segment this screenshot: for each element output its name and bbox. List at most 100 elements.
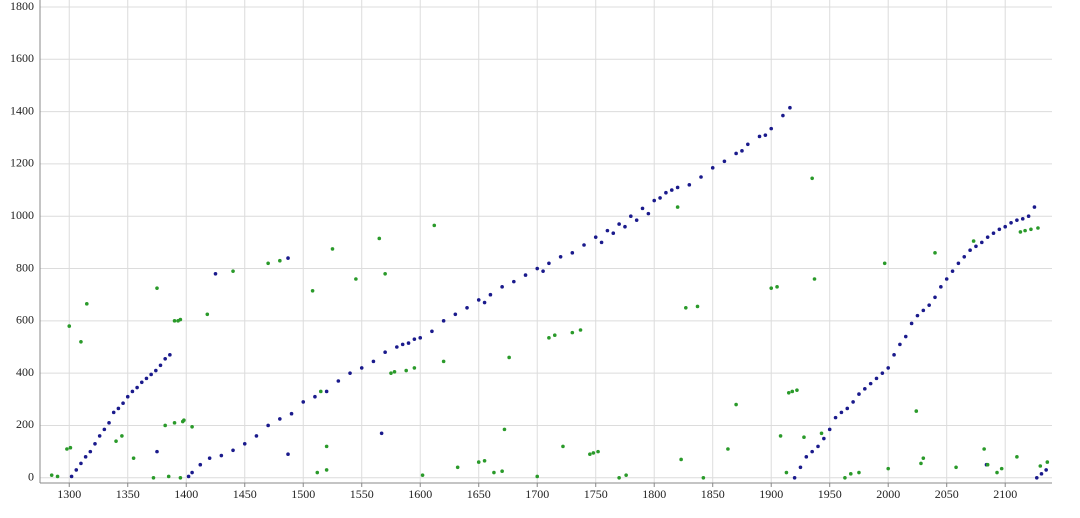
point bbox=[617, 475, 621, 480]
point bbox=[734, 151, 738, 156]
point bbox=[383, 350, 387, 355]
point bbox=[599, 240, 604, 245]
point bbox=[1039, 472, 1044, 476]
point bbox=[83, 455, 88, 459]
x-tick-label: 1950 bbox=[818, 487, 842, 501]
point bbox=[163, 356, 167, 361]
y-tick-label: 0 bbox=[28, 470, 34, 484]
x-tick-label: 2000 bbox=[876, 487, 900, 501]
point bbox=[68, 445, 73, 450]
point bbox=[116, 406, 121, 411]
point bbox=[535, 266, 540, 271]
point bbox=[919, 461, 923, 466]
x-tick-label: 1450 bbox=[233, 487, 257, 501]
point bbox=[950, 269, 955, 273]
point bbox=[710, 166, 715, 170]
point bbox=[379, 431, 384, 436]
point bbox=[430, 329, 434, 334]
point bbox=[213, 271, 218, 276]
point bbox=[231, 269, 235, 273]
point bbox=[962, 254, 967, 259]
x-tick-label: 1350 bbox=[116, 487, 140, 501]
point bbox=[114, 439, 118, 443]
point bbox=[219, 453, 224, 458]
point bbox=[634, 218, 639, 222]
point bbox=[684, 305, 688, 310]
point bbox=[266, 423, 270, 428]
point bbox=[354, 277, 358, 281]
point bbox=[812, 277, 817, 281]
point bbox=[65, 447, 69, 451]
point bbox=[769, 286, 774, 290]
point bbox=[646, 211, 651, 216]
point bbox=[944, 277, 949, 281]
point bbox=[857, 392, 861, 396]
point bbox=[278, 258, 282, 263]
point bbox=[168, 353, 172, 357]
point bbox=[324, 468, 329, 472]
point bbox=[781, 113, 785, 118]
point bbox=[570, 330, 575, 335]
point bbox=[455, 465, 460, 470]
point bbox=[151, 475, 156, 480]
point bbox=[921, 456, 926, 460]
point bbox=[997, 227, 1002, 232]
point bbox=[1029, 227, 1033, 232]
point bbox=[313, 394, 317, 399]
point bbox=[582, 243, 586, 247]
point bbox=[1026, 214, 1031, 219]
point bbox=[476, 460, 481, 464]
point bbox=[558, 254, 563, 259]
point bbox=[778, 434, 783, 438]
point bbox=[395, 345, 399, 349]
point bbox=[1018, 230, 1023, 234]
point bbox=[892, 353, 896, 357]
point bbox=[863, 387, 867, 391]
point bbox=[792, 475, 797, 480]
point bbox=[406, 341, 411, 345]
point bbox=[49, 473, 54, 477]
point bbox=[1015, 218, 1019, 222]
point bbox=[995, 470, 999, 475]
point bbox=[991, 231, 996, 236]
point bbox=[790, 389, 795, 394]
point bbox=[617, 222, 621, 226]
y-tick-label: 600 bbox=[16, 313, 34, 327]
point bbox=[588, 452, 592, 457]
point bbox=[74, 468, 79, 472]
point bbox=[324, 444, 329, 449]
point bbox=[669, 188, 674, 192]
y-tick-label: 200 bbox=[16, 417, 34, 431]
point bbox=[155, 286, 159, 290]
point bbox=[266, 261, 270, 266]
point bbox=[324, 389, 329, 394]
point bbox=[476, 298, 481, 302]
point bbox=[330, 247, 335, 251]
point bbox=[231, 448, 235, 453]
point bbox=[500, 469, 504, 474]
point bbox=[1044, 468, 1048, 472]
point bbox=[839, 410, 844, 415]
point bbox=[726, 447, 730, 451]
point bbox=[404, 368, 408, 373]
point bbox=[178, 317, 183, 322]
point bbox=[898, 342, 902, 347]
point bbox=[939, 285, 943, 289]
point bbox=[318, 389, 323, 394]
x-tick-label: 1750 bbox=[584, 487, 608, 501]
point bbox=[882, 261, 887, 266]
point bbox=[845, 406, 850, 411]
point bbox=[418, 336, 423, 340]
point bbox=[746, 142, 750, 147]
point bbox=[144, 376, 149, 381]
point bbox=[178, 475, 183, 480]
x-tick-label: 1500 bbox=[291, 487, 315, 501]
point bbox=[111, 410, 116, 415]
point bbox=[804, 455, 809, 459]
point bbox=[389, 371, 393, 375]
point bbox=[441, 319, 446, 323]
point bbox=[190, 470, 194, 475]
point bbox=[933, 251, 937, 255]
y-tick-label: 1200 bbox=[10, 156, 34, 170]
